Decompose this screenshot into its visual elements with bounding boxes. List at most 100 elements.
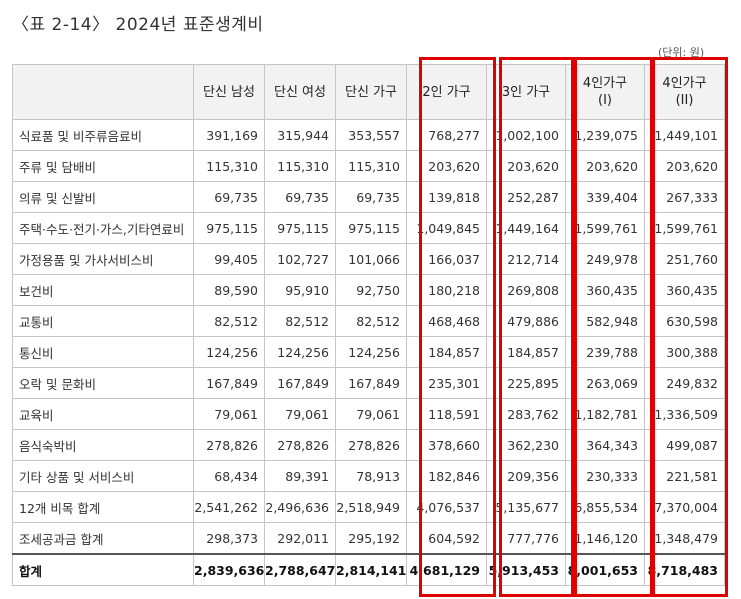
row-label: 보건비 [12,274,194,306]
cell-single-household: 124,256 [335,336,407,368]
cell-single-male: 99,405 [193,243,265,275]
cell-two-person: 1,049,845 [406,212,487,244]
cell-four-person-1: 364,343 [565,429,645,461]
row-label: 식료품 및 비주류음료비 [12,119,194,151]
cell-two-person: 166,037 [406,243,487,275]
cell-four-person-2: 300,388 [644,336,725,368]
cell-single-household: 353,557 [335,119,407,151]
table-row: 오락 및 문화비 167,849 167,849 167,849 235,301 225,… [12,367,725,399]
row-label: 12개 비목 합계 [12,491,194,523]
cell-single-female: 82,512 [264,305,336,337]
cell-four-person-2: 630,598 [644,305,725,337]
cell-three-person: 362,230 [486,429,566,461]
table-row: 음식숙박비 278,826 278,826 278,826 378,660 362,230… [12,429,725,461]
row-label: 합계 [12,553,194,586]
row-label: 조세공과금 합계 [12,522,194,555]
cell-single-household: 79,061 [335,398,407,430]
cell-four-person-1: 263,069 [565,367,645,399]
cell-two-person: 180,218 [406,274,487,306]
cell-single-household: 92,750 [335,274,407,306]
cell-three-person: 283,762 [486,398,566,430]
cell-four-person-1: 339,404 [565,181,645,213]
header-single-male: 단신 남성 [193,64,265,120]
cell-single-female: 115,310 [264,150,336,182]
row-label: 통신비 [12,336,194,368]
header-single-female: 단신 여성 [264,64,336,120]
cell-single-female: 2,788,647 [264,553,336,586]
cell-three-person: 252,287 [486,181,566,213]
header-cell-blank [12,64,194,120]
cell-single-male: 124,256 [193,336,265,368]
living-cost-table: 단신 남성 단신 여성 단신 가구 2인 가구 3인 가구 4인가구 (I) 4인… [12,64,725,586]
cell-three-person: 5,913,453 [486,553,566,586]
cell-single-female: 315,944 [264,119,336,151]
total-row: 합계 2,839,636 2,788,647 2,814,141 4,681,129 5,… [12,553,725,586]
cell-four-person-2: 203,620 [644,150,725,182]
cell-four-person-2: 267,333 [644,181,725,213]
row-label: 주류 및 담배비 [12,150,194,182]
header-two-person: 2인 가구 [406,64,487,120]
cell-single-female: 89,391 [264,460,336,492]
cell-four-person-2: 251,760 [644,243,725,275]
cell-four-person-1: 1,239,075 [565,119,645,151]
table-row: 통신비 124,256 124,256 124,256 184,857 184,857 23… [12,336,725,368]
cell-three-person: 225,895 [486,367,566,399]
row-label: 가정용품 및 가사서비스비 [12,243,194,275]
cell-four-person-1: 1,146,120 [565,522,645,555]
cell-single-male: 975,115 [193,212,265,244]
cell-two-person: 4,681,129 [406,553,487,586]
cell-single-female: 167,849 [264,367,336,399]
cell-two-person: 468,468 [406,305,487,337]
row-label: 오락 및 문화비 [12,367,194,399]
cell-four-person-1: 1,182,781 [565,398,645,430]
cell-single-male: 167,849 [193,367,265,399]
cell-three-person: 1,002,100 [486,119,566,151]
table-row: 주택·수도·전기·가스,기타연료비 975,115 975,115 975,115 1,… [12,212,725,244]
cell-two-person: 4,076,537 [406,491,487,523]
cell-single-male: 89,590 [193,274,265,306]
cell-four-person-2: 360,435 [644,274,725,306]
cell-single-female: 975,115 [264,212,336,244]
cell-four-person-1: 582,948 [565,305,645,337]
cell-single-female: 79,061 [264,398,336,430]
cell-four-person-2: 1,336,509 [644,398,725,430]
row-label: 교통비 [12,305,194,337]
cell-single-household: 82,512 [335,305,407,337]
cell-single-female: 292,011 [264,522,336,555]
table-row: 기타 상품 및 서비스비 68,434 89,391 78,913 182,846 209… [12,460,725,492]
cell-single-household: 78,913 [335,460,407,492]
cell-four-person-1: 8,001,653 [565,553,645,586]
cell-single-female: 95,910 [264,274,336,306]
cell-single-male: 69,735 [193,181,265,213]
cell-single-household: 167,849 [335,367,407,399]
cell-three-person: 777,776 [486,522,566,555]
cell-single-household: 115,310 [335,150,407,182]
cell-two-person: 184,857 [406,336,487,368]
cell-three-person: 1,449,164 [486,212,566,244]
cell-two-person: 139,818 [406,181,487,213]
cell-single-male: 391,169 [193,119,265,151]
cell-four-person-2: 7,370,004 [644,491,725,523]
cell-two-person: 235,301 [406,367,487,399]
cell-four-person-2: 8,718,483 [644,553,725,586]
cell-four-person-2: 249,832 [644,367,725,399]
cell-three-person: 479,886 [486,305,566,337]
cell-three-person: 5,135,677 [486,491,566,523]
cell-single-female: 2,496,636 [264,491,336,523]
cell-single-household: 69,735 [335,181,407,213]
cell-single-male: 68,434 [193,460,265,492]
page-title: 〈표 2-14〉 2024년 표준생계비 [12,15,264,35]
header-four-person-2-text: 4인가구 (II) [662,76,707,108]
cell-two-person: 604,592 [406,522,487,555]
cell-single-female: 278,826 [264,429,336,461]
cell-single-male: 82,512 [193,305,265,337]
row-label: 음식숙박비 [12,429,194,461]
table-row: 조세공과금 합계 298,373 292,011 295,192 604,592 777,… [12,522,725,555]
cell-three-person: 269,808 [486,274,566,306]
cell-four-person-1: 203,620 [565,150,645,182]
cell-four-person-2: 1,449,101 [644,119,725,151]
header-single-household: 단신 가구 [335,64,407,120]
unit-note: (단위: 원) [658,46,705,59]
cell-four-person-1: 230,333 [565,460,645,492]
table-row: 보건비 89,590 95,910 92,750 180,218 269,808 360,4… [12,274,725,306]
